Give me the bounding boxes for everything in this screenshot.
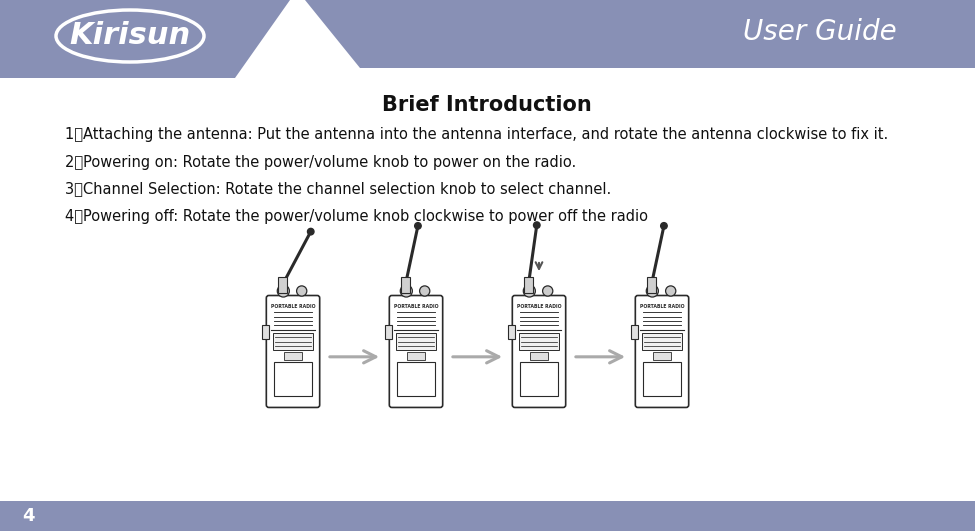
Text: Kirisun: Kirisun: [69, 21, 191, 50]
Circle shape: [414, 222, 421, 229]
Bar: [0, 501, 975, 531]
Bar: [274, 363, 312, 396]
Bar: [647, 277, 656, 293]
Text: PORTABLE RADIO: PORTABLE RADIO: [640, 304, 684, 310]
Bar: [642, 333, 682, 350]
Bar: [396, 333, 436, 350]
Bar: [273, 333, 313, 350]
Bar: [385, 325, 392, 339]
Circle shape: [543, 286, 553, 296]
Bar: [284, 353, 302, 361]
Bar: [402, 277, 410, 293]
FancyBboxPatch shape: [636, 295, 688, 407]
Bar: [653, 353, 671, 361]
Bar: [525, 277, 533, 293]
Text: 4: 4: [21, 507, 34, 525]
Text: 2．Powering on: Rotate the power/volume knob to power on the radio.: 2．Powering on: Rotate the power/volume k…: [65, 155, 576, 169]
Circle shape: [419, 286, 430, 296]
FancyBboxPatch shape: [266, 295, 320, 407]
Text: 1．Attaching the antenna: Put the antenna into the antenna interface, and rotate : 1．Attaching the antenna: Put the antenna…: [65, 127, 888, 142]
FancyArrowPatch shape: [330, 350, 375, 363]
Circle shape: [307, 228, 314, 235]
Bar: [278, 277, 288, 293]
Bar: [407, 353, 425, 361]
Bar: [643, 363, 682, 396]
FancyArrowPatch shape: [535, 262, 542, 269]
Polygon shape: [305, 0, 975, 68]
Circle shape: [666, 286, 676, 296]
Polygon shape: [0, 0, 290, 78]
Bar: [519, 333, 560, 350]
FancyArrowPatch shape: [452, 350, 499, 363]
Bar: [631, 325, 638, 339]
Bar: [520, 363, 558, 396]
Bar: [508, 325, 515, 339]
Bar: [397, 363, 435, 396]
Circle shape: [401, 285, 412, 297]
Text: PORTABLE RADIO: PORTABLE RADIO: [394, 304, 439, 310]
FancyBboxPatch shape: [512, 295, 565, 407]
Text: PORTABLE RADIO: PORTABLE RADIO: [517, 304, 562, 310]
FancyBboxPatch shape: [389, 295, 443, 407]
Text: User Guide: User Guide: [743, 18, 897, 46]
Circle shape: [646, 285, 658, 297]
Circle shape: [277, 285, 290, 297]
FancyArrowPatch shape: [576, 350, 622, 363]
Bar: [530, 353, 548, 361]
Circle shape: [533, 222, 540, 228]
Circle shape: [524, 285, 535, 297]
Text: Brief Introduction: Brief Introduction: [382, 95, 592, 115]
Text: 3．Channel Selection: Rotate the channel selection knob to select channel.: 3．Channel Selection: Rotate the channel …: [65, 182, 611, 196]
Bar: [262, 325, 269, 339]
Text: 4．Powering off: Rotate the power/volume knob clockwise to power off the radio: 4．Powering off: Rotate the power/volume …: [65, 209, 648, 224]
Circle shape: [296, 286, 307, 296]
Circle shape: [661, 222, 667, 229]
Text: PORTABLE RADIO: PORTABLE RADIO: [271, 304, 315, 310]
